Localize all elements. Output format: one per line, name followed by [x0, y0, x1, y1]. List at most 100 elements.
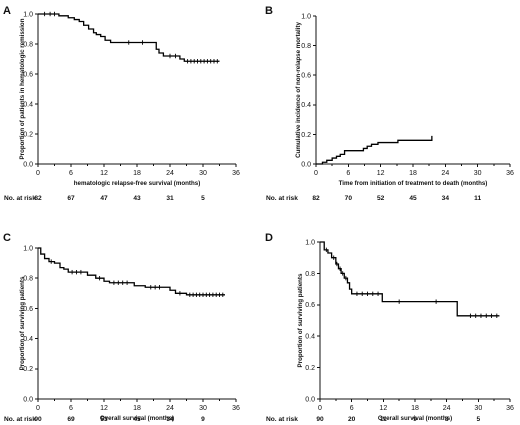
- y-tick-label: 0.0: [301, 161, 311, 168]
- y-tick-label: 0.2: [23, 366, 33, 373]
- risk-count: 11: [474, 195, 481, 202]
- x-tick-label: 30: [474, 405, 482, 412]
- y-tick-label: 0.0: [305, 396, 315, 403]
- x-tick-label: 6: [350, 405, 354, 412]
- x-tick-label: 36: [506, 170, 514, 177]
- y-tick-label: 0.8: [301, 43, 311, 50]
- risk-count: 67: [67, 195, 75, 202]
- risk-count: 53: [100, 416, 108, 423]
- risk-count: 11: [380, 416, 387, 423]
- risk-count: 9: [201, 416, 205, 423]
- risk-count: 5: [476, 416, 480, 423]
- y-tick-label: 0.2: [305, 365, 315, 372]
- risk-count: 43: [133, 195, 141, 202]
- risk-count: 5: [201, 195, 205, 202]
- x-tick-label: 12: [100, 170, 108, 177]
- x-axis-label: Overall survival (months): [100, 415, 174, 422]
- risk-count: 90: [316, 416, 324, 423]
- risk-table-label: No. at risk: [4, 195, 36, 202]
- x-tick-label: 24: [166, 170, 174, 177]
- x-tick-label: 0: [314, 170, 318, 177]
- x-tick-label: 30: [474, 170, 482, 177]
- y-tick-label: 0.6: [305, 302, 315, 309]
- x-tick-label: 6: [69, 405, 73, 412]
- x-axis-label: Time from initiation of treatment to dea…: [339, 180, 488, 187]
- y-tick-label: 0.8: [305, 271, 315, 278]
- x-tick-label: 30: [199, 405, 207, 412]
- risk-count: 9: [413, 416, 417, 423]
- x-tick-label: 0: [318, 405, 322, 412]
- risk-count: 8: [445, 416, 449, 423]
- x-tick-label: 0: [36, 405, 40, 412]
- panel-d: D 0 6 12 18 24 30 36 0.0 0.2 0.4 0.6 0.8 1.0 Overall s…: [265, 232, 514, 423]
- survival-curve: [316, 135, 433, 165]
- risk-table-label: No. at risk: [4, 416, 36, 423]
- x-tick-label: 18: [409, 170, 417, 177]
- x-tick-label: 6: [346, 170, 350, 177]
- y-tick-label: 0.6: [23, 306, 33, 313]
- x-tick-label: 30: [199, 170, 207, 177]
- panel-letter: A: [3, 5, 11, 17]
- y-tick-label: 0.0: [23, 396, 33, 403]
- y-tick-label: 0.6: [23, 71, 33, 78]
- y-axis-label: Proportion of surviving patients: [297, 273, 304, 367]
- y-tick-label: 1.0: [23, 245, 33, 252]
- panel-letter: C: [3, 232, 11, 244]
- risk-count: 47: [100, 195, 108, 202]
- y-tick-label: 0.4: [305, 334, 315, 341]
- x-tick-label: 12: [100, 405, 108, 412]
- risk-count: 90: [34, 416, 42, 423]
- x-axis-label: Overall survival (months): [378, 415, 452, 422]
- x-tick-label: 24: [443, 405, 451, 412]
- x-tick-label: 36: [232, 170, 240, 177]
- x-tick-label: 6: [69, 170, 73, 177]
- risk-count: 45: [409, 195, 417, 202]
- x-tick-label: 18: [411, 405, 419, 412]
- x-tick-label: 36: [232, 405, 240, 412]
- panel-letter: B: [265, 5, 273, 17]
- y-tick-label: 1.0: [23, 11, 33, 18]
- risk-count: 82: [312, 195, 320, 202]
- y-tick-label: 0.0: [23, 161, 33, 168]
- panel-letter: D: [265, 232, 273, 244]
- risk-count: 52: [377, 195, 385, 202]
- y-tick-label: 0.8: [23, 41, 33, 48]
- x-tick-label: 18: [133, 170, 141, 177]
- x-axis-label: hematologic relapse-free survival (month…: [74, 180, 201, 187]
- risk-count: 31: [166, 195, 174, 202]
- x-tick-label: 0: [36, 170, 40, 177]
- x-tick-label: 12: [377, 170, 385, 177]
- y-tick-label: 0.8: [23, 276, 33, 283]
- y-tick-label: 0.2: [301, 132, 311, 139]
- x-tick-label: 24: [166, 405, 174, 412]
- y-tick-label: 0.2: [23, 131, 33, 138]
- risk-count: 34: [166, 416, 174, 423]
- panel-b: B 0 6 12 18 24 30 36 0.0 0.2 0.4 0.6 0.8 1.0 Time from…: [265, 5, 514, 202]
- y-axis-label: Proportion of patients in hematologic re…: [19, 18, 26, 159]
- y-tick-label: 0.4: [23, 336, 33, 343]
- risk-count: 45: [133, 416, 141, 423]
- x-tick-label: 24: [441, 170, 449, 177]
- risk-table-label: No. at risk: [266, 416, 298, 423]
- risk-count: 34: [442, 195, 450, 202]
- risk-table-label: No. at risk: [266, 195, 298, 202]
- survival-curve: [38, 13, 220, 62]
- panel-c: C 0 6 12 18 24 30 36 0.0 0.2 0.4 0.6 0.8 1.0 Overall s…: [3, 232, 240, 423]
- y-tick-label: 1.0: [301, 13, 311, 20]
- y-tick-label: 1.0: [305, 239, 315, 246]
- y-tick-label: 0.4: [301, 102, 311, 109]
- risk-count: 20: [348, 416, 356, 423]
- survival-curve: [38, 247, 225, 296]
- risk-count: 69: [67, 416, 75, 423]
- survival-curve: [320, 241, 500, 317]
- y-tick-label: 0.6: [301, 73, 311, 80]
- risk-count: 70: [345, 195, 353, 202]
- y-axis-label: Cumulative incidence of non-relapse mort…: [295, 22, 302, 158]
- y-tick-label: 0.4: [23, 101, 33, 108]
- y-axis-label: Proportion of surviving patients: [19, 276, 26, 370]
- x-tick-label: 12: [379, 405, 387, 412]
- x-tick-label: 18: [133, 405, 141, 412]
- x-tick-label: 36: [506, 405, 514, 412]
- panel-a: A 0 6 12 18 24 30 36 0.0 0.2 0.4 0.6 0.8 1.0 hematolog…: [3, 5, 240, 202]
